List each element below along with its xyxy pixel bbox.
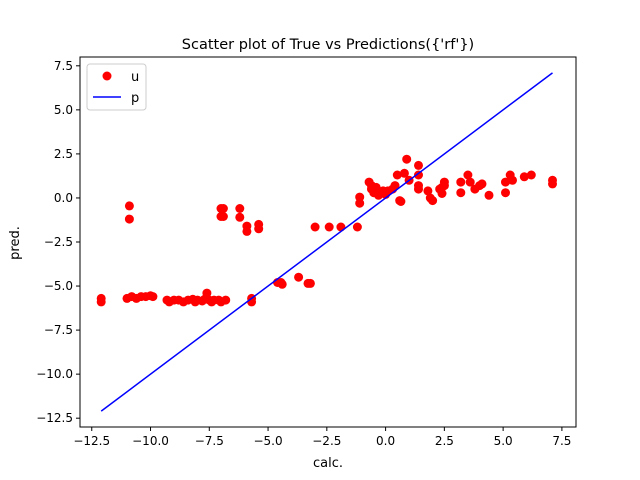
data-point-u-44 (294, 272, 304, 282)
data-point-u-67 (396, 197, 406, 206)
x-axis: −12.5 −10.0 −7.5 −5.0 −2.5 0.0 2.5 5.0 7.5 (73, 427, 571, 448)
data-point-u-22 (202, 288, 212, 298)
chart-title: Scatter plot of True vs Predictions({'rf… (182, 37, 474, 53)
y-tick-label: −12.5 (36, 411, 73, 425)
y-axis-label: pred. (8, 226, 23, 260)
data-point-u-95 (519, 172, 529, 182)
legend-label-u: u (131, 70, 139, 85)
data-point-u-86 (465, 177, 475, 187)
data-point-u-48 (324, 222, 334, 232)
y-axis: −12.5 −10.0 −7.5 −5.0 −2.5 0.0 2.5 5.0 7.5 (36, 59, 80, 425)
data-point-u-94 (508, 175, 517, 185)
x-tick-label: 7.5 (552, 434, 571, 448)
data-point-u-36 (242, 226, 252, 236)
x-tick-label: 5.0 (494, 434, 513, 448)
series-line-p (100, 72, 553, 412)
legend-marker-u (102, 71, 112, 81)
x-tick-label: 2.5 (435, 434, 454, 448)
x-tick-label: −12.5 (73, 434, 110, 448)
x-axis-label: calc. (313, 456, 343, 471)
x-tick-label: −2.5 (312, 434, 341, 448)
data-point-u-92 (501, 177, 510, 187)
legend: u p (86, 63, 147, 111)
y-tick-label: −5.0 (44, 279, 73, 293)
data-point-u-77 (428, 196, 438, 206)
data-point-u-98 (548, 179, 557, 189)
data-point-u-83 (456, 177, 466, 187)
legend-label-p: p (131, 91, 139, 106)
data-point-u-82 (439, 181, 449, 191)
data-point-u-71 (414, 160, 423, 170)
plot-area (79, 56, 577, 428)
data-point-u-64 (390, 181, 400, 191)
data-point-u-69 (402, 154, 412, 164)
data-point-u-65 (392, 170, 402, 180)
data-point-u-33 (235, 204, 245, 213)
data-point-u-47 (310, 222, 320, 232)
data-point-u-1 (96, 297, 106, 307)
data-point-u-2 (124, 201, 134, 211)
data-point-u-68 (399, 168, 409, 178)
data-point-u-96 (526, 170, 536, 180)
y-tick-label: 5.0 (54, 103, 73, 117)
data-point-u-89 (477, 179, 487, 189)
data-point-u-28 (221, 295, 231, 305)
data-point-u-49 (336, 222, 346, 232)
y-tick-label: 2.5 (54, 147, 73, 161)
data-point-u-46 (305, 278, 315, 288)
data-point-u-85 (463, 170, 473, 180)
legend-box (86, 63, 147, 111)
data-point-u-10 (148, 292, 158, 302)
data-point-u-52 (355, 198, 365, 208)
x-tick-label: −7.5 (195, 434, 224, 448)
data-point-u-72 (414, 170, 423, 180)
data-point-u-50 (352, 222, 362, 232)
x-tick-label: −5.0 (253, 434, 282, 448)
data-point-u-32 (218, 212, 228, 221)
data-point-u-38 (254, 224, 264, 234)
x-tick-label: 0.0 (376, 434, 395, 448)
data-point-u-75 (423, 186, 433, 196)
data-point-u-43 (276, 278, 286, 287)
data-point-u-3 (124, 214, 134, 224)
y-tick-label: 7.5 (54, 59, 73, 73)
data-point-u-74 (414, 184, 423, 194)
y-tick-label: −2.5 (44, 235, 73, 249)
y-tick-label: 0.0 (54, 191, 73, 205)
y-tick-label: −7.5 (44, 323, 73, 337)
y-tick-label: −10.0 (36, 367, 73, 381)
data-point-u-90 (484, 190, 494, 200)
x-tick-label: −10.0 (132, 434, 169, 448)
data-point-u-34 (235, 212, 245, 222)
data-point-u-30 (218, 204, 228, 213)
data-point-u-91 (501, 188, 510, 198)
data-point-u-84 (456, 188, 466, 198)
